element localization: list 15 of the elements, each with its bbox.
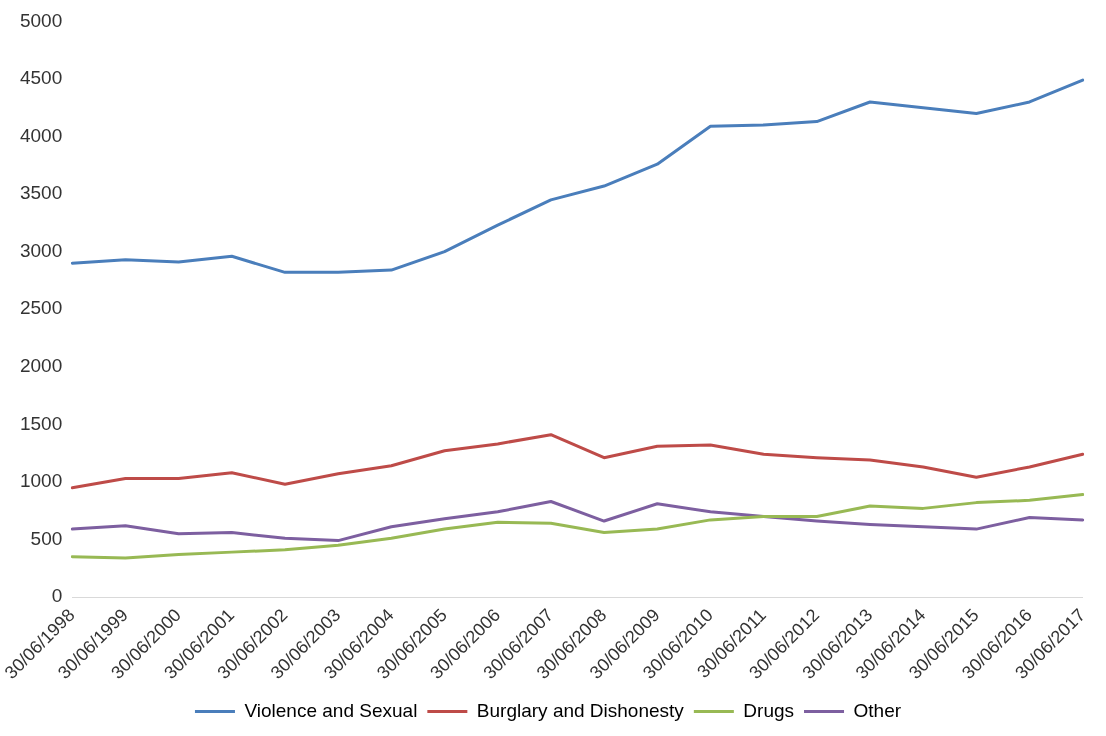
- y-tick-label: 500: [30, 527, 63, 549]
- y-tick-label: 2500: [19, 297, 63, 319]
- y-tick-label: 5000: [19, 9, 63, 31]
- legend-label: Drugs: [743, 699, 795, 721]
- y-tick-label: 2000: [19, 355, 63, 377]
- legend-label: Violence and Sexual: [244, 699, 418, 721]
- y-tick-label: 4000: [19, 124, 63, 146]
- y-tick-label: 3500: [19, 182, 63, 204]
- y-tick-label: 0: [51, 585, 63, 607]
- y-tick-label: 4500: [19, 67, 63, 89]
- legend-label: Other: [853, 699, 902, 721]
- y-tick-label: 3000: [19, 239, 63, 261]
- y-tick-label: 1500: [19, 412, 63, 434]
- legend-label: Burglary and Dishonesty: [476, 699, 685, 721]
- y-tick-label: 1000: [19, 470, 63, 492]
